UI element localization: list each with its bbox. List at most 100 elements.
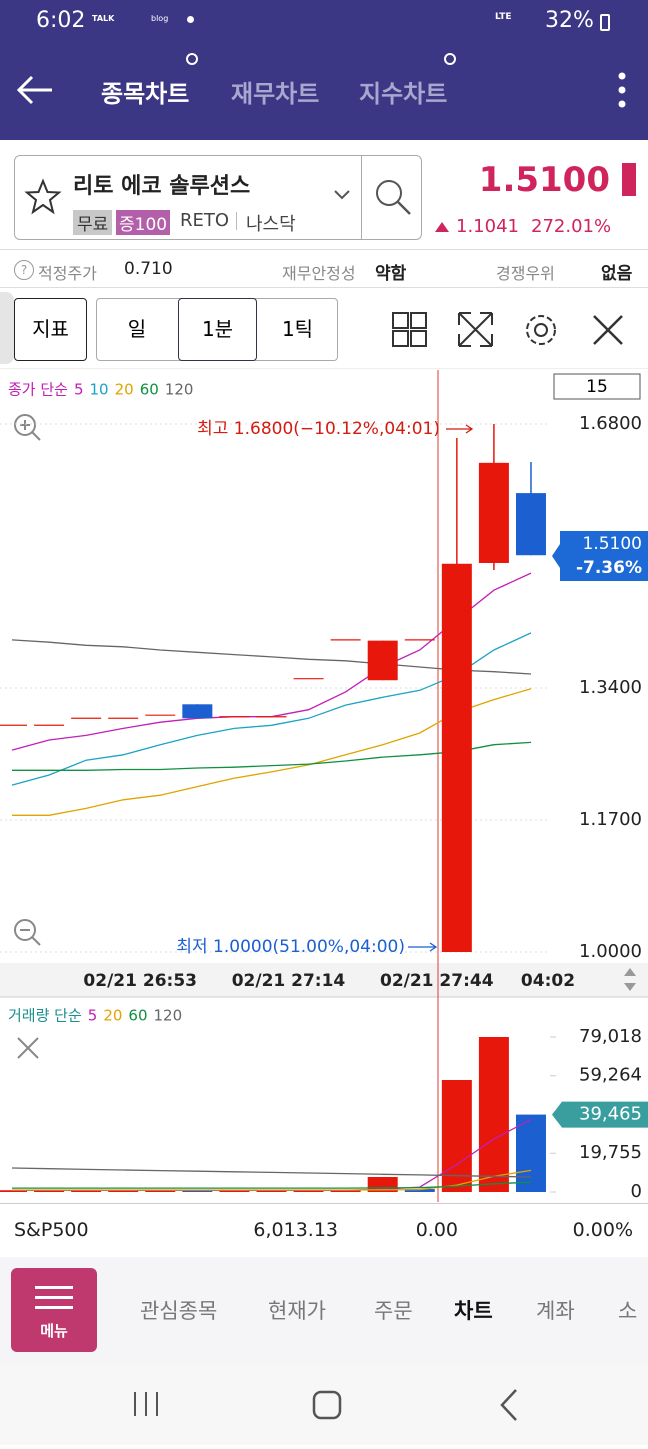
- volume-bar: [515, 1114, 546, 1192]
- volume-bar: [478, 1037, 509, 1192]
- status-time: 6:02: [36, 8, 86, 33]
- settings-icon[interactable]: [526, 315, 556, 345]
- stock-name: 리토 에코 솔루션스: [73, 174, 251, 199]
- volume-bar: [108, 1190, 139, 1192]
- tab-active[interactable]: 종목차트: [101, 80, 190, 108]
- legend-item: 5: [74, 381, 84, 399]
- home[interactable]: [312, 1390, 342, 1420]
- status-dot: [187, 16, 194, 23]
- menu-icon: [35, 1286, 73, 1289]
- y-tick-label: 0: [631, 1181, 642, 1202]
- x-tick-label: 02/21 26:53: [83, 971, 197, 991]
- status-icon: blog: [151, 14, 169, 23]
- volume-bar: [71, 1190, 102, 1192]
- legend-item: 120: [154, 1007, 183, 1025]
- divider: [236, 212, 237, 230]
- divider: [0, 368, 648, 369]
- nav-item[interactable]: 소: [618, 1299, 638, 1323]
- legend-item: 60: [128, 1007, 147, 1025]
- last-price-change: -7.36%: [576, 558, 642, 578]
- menu-label: 메뉴: [40, 1322, 68, 1340]
- legend-item: 20: [103, 1007, 122, 1025]
- y-tick-label: 1.6800: [579, 413, 642, 434]
- period-button-active[interactable]: 1분: [178, 298, 257, 361]
- info-value: 약함: [375, 264, 407, 284]
- period-button[interactable]: 일: [127, 317, 147, 341]
- nav-item[interactable]: 차트: [454, 1299, 493, 1323]
- legend-item: 5: [88, 1007, 98, 1025]
- battery-icon: [600, 14, 610, 31]
- legend-item: 10: [90, 381, 109, 399]
- search-button[interactable]: [372, 176, 414, 218]
- divider: [361, 155, 362, 240]
- candle-body: [367, 640, 398, 681]
- y-tick-label: 19,755: [579, 1142, 642, 1163]
- index-name: S&P500: [14, 1219, 89, 1241]
- period-box: [553, 373, 641, 400]
- volume-bar: [404, 1189, 435, 1192]
- help-icon[interactable]: ?: [14, 260, 34, 280]
- price-marker: [622, 163, 636, 196]
- ma-line: [11, 1167, 532, 1178]
- scroll-arrows[interactable]: [624, 968, 636, 991]
- battery-level: 32%: [545, 8, 594, 33]
- volume-bar: [256, 1190, 287, 1192]
- tab[interactable]: 지수차트: [359, 80, 448, 108]
- dropdown[interactable]: [332, 188, 352, 202]
- nav-item[interactable]: 주문: [374, 1299, 413, 1323]
- tool-icons: [392, 312, 623, 347]
- info-label: 적정주가: [38, 264, 97, 283]
- nav-item[interactable]: 계좌: [536, 1299, 575, 1323]
- tools-icon[interactable]: [593, 315, 623, 345]
- favorite-star[interactable]: [24, 178, 62, 216]
- index-change-pct: 0.00%: [572, 1219, 633, 1241]
- back-button[interactable]: [14, 72, 56, 108]
- status-icon: LTE: [495, 12, 512, 22]
- zoom-in[interactable]: [14, 414, 41, 441]
- info-label: 경쟁우위: [496, 264, 555, 283]
- period-button[interactable]: 1틱: [281, 317, 314, 341]
- candle-body: [478, 462, 509, 563]
- legend-item: 20: [115, 381, 134, 399]
- ma-line: [12, 1181, 532, 1189]
- candle-body: [441, 563, 472, 952]
- stock-selector[interactable]: [14, 155, 422, 240]
- y-tick-label: 59,264: [579, 1065, 642, 1086]
- legend-item: 60: [140, 381, 159, 399]
- y-tick-label: 1.0000: [579, 941, 642, 962]
- price-change: 1.1041: [456, 216, 519, 237]
- indicator-button[interactable]: 지표: [14, 298, 87, 361]
- expand-icon[interactable]: [458, 312, 493, 347]
- info-value: 0.710: [124, 259, 173, 279]
- tab-badge: [186, 53, 198, 65]
- tab[interactable]: 재무차트: [231, 80, 320, 108]
- index-row: S&P500 6,013.13 0.00 0.00%: [0, 1203, 648, 1258]
- nav-item[interactable]: 관심종목: [140, 1299, 218, 1323]
- layout-icon[interactable]: [392, 312, 427, 347]
- ticker: RETO: [180, 210, 230, 231]
- volume-bar: [0, 1190, 27, 1192]
- menu-button[interactable]: 메뉴: [11, 1268, 97, 1352]
- more-button[interactable]: [612, 70, 632, 110]
- info-value: 없음: [601, 264, 633, 284]
- y-tick-label: 79,018: [579, 1026, 642, 1047]
- close-volume[interactable]: [17, 1037, 39, 1059]
- side-handle[interactable]: [0, 292, 14, 364]
- x-tick-label: 02/21 27:14: [232, 971, 346, 991]
- recent-apps[interactable]: [134, 1392, 158, 1416]
- up-arrow: [435, 222, 449, 232]
- high-arrow: [446, 424, 474, 434]
- tab-badge: [444, 53, 456, 65]
- app-header: 6:02 TALK blog LTE 32% 종목차트 재무차트 지수차트: [0, 0, 648, 140]
- system-nav-icons: [134, 1389, 517, 1421]
- volume-bar: [219, 1190, 250, 1192]
- zoom-out[interactable]: [14, 919, 41, 946]
- nav-item[interactable]: 현재가: [268, 1299, 326, 1323]
- system-nav: [0, 1365, 648, 1445]
- market: 나스닥: [246, 214, 296, 235]
- back[interactable]: [500, 1389, 517, 1421]
- price-change-pct: 272.01%: [531, 216, 612, 237]
- legend-title: 거래량 단순: [8, 1007, 82, 1025]
- volume-bar: [34, 1190, 65, 1192]
- current-price: 1.5100: [478, 160, 610, 200]
